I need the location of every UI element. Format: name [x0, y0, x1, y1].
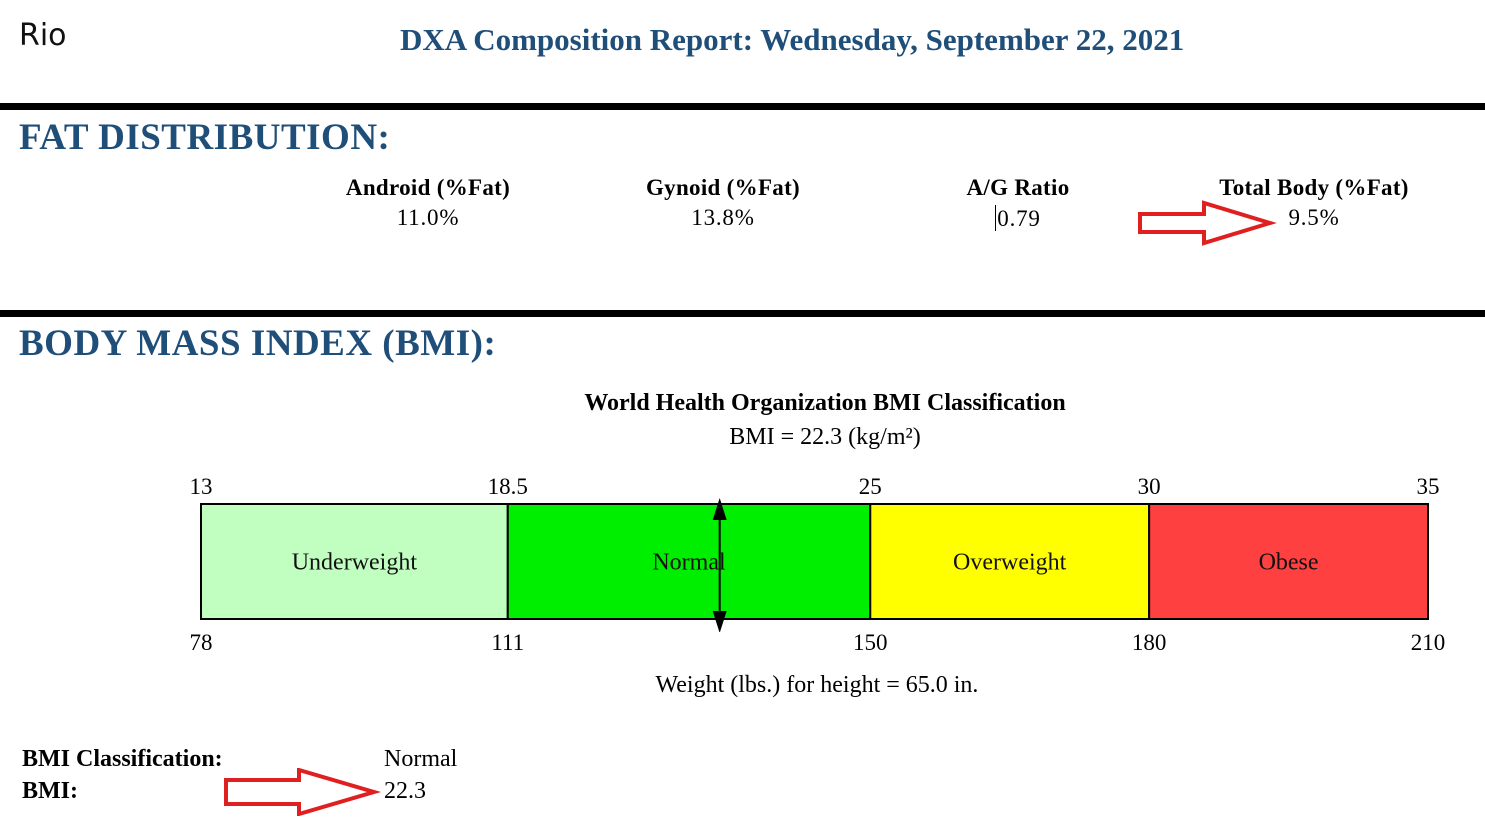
weight-tick-label: 78 — [189, 630, 213, 655]
bmi-band-label-overweight: Overweight — [953, 550, 1067, 576]
weight-tick-label: 111 — [491, 630, 525, 655]
bmi-band-overweight — [869, 503, 1151, 620]
highlight-arrow-total-body-icon — [1138, 200, 1277, 246]
metric-ag-ratio-value-wrap: 0.79 — [888, 205, 1148, 232]
bmi-marker-up-arrow-icon — [712, 498, 727, 520]
bmi-band-underweight — [200, 503, 509, 620]
patient-name: Rio — [19, 18, 67, 53]
bmi-band-label-obese: Obese — [1259, 550, 1319, 576]
bmi-classification-value: Normal — [384, 746, 458, 772]
metric-gynoid-label: Gynoid (%Fat) — [645, 175, 801, 200]
highlight-arrow-bmi-icon — [224, 768, 382, 816]
metric-android-value: 11.0% — [396, 205, 460, 230]
bmi-title: BODY MASS INDEX (BMI): — [19, 323, 497, 364]
chart-subtitle: BMI = 22.3 (kg/m²) — [729, 424, 921, 450]
metric-ag-ratio: A/G Ratio 0.79 — [888, 175, 1148, 232]
bmi-value-label: BMI: — [22, 778, 78, 804]
metric-android-label: Android (%Fat) — [345, 175, 511, 200]
text-cursor — [995, 205, 997, 231]
bmi-tick-label: 25 — [858, 474, 882, 499]
bmi-classification-chart: Underweight Normal Overweight Obese — [200, 498, 1429, 632]
metric-ag-ratio-value: 0.79 — [997, 206, 1041, 231]
bmi-marker-down-arrow-icon — [712, 611, 727, 632]
metric-total-body-label: Total Body (%Fat) — [1219, 175, 1409, 200]
bmi-band-normal — [506, 503, 872, 620]
bmi-tick-label: 18.5 — [487, 474, 528, 499]
bmi-tick-label: 35 — [1416, 474, 1440, 499]
metric-total-body-value: 9.5% — [1288, 205, 1340, 230]
metric-android: Android (%Fat) 11.0% — [298, 175, 558, 231]
section-divider-bmi — [0, 310, 1485, 317]
bmi-value: 22.3 — [384, 778, 426, 804]
weight-tick-label: 210 — [1410, 630, 1446, 655]
metric-gynoid: Gynoid (%Fat) 13.8% — [593, 175, 853, 231]
chart-xlabel: Weight (lbs.) for height = 65.0 in. — [655, 672, 979, 698]
bmi-classification-label: BMI Classification: — [22, 746, 223, 772]
bmi-band-obese — [1148, 503, 1429, 620]
bmi-band-label-normal: Normal — [652, 550, 726, 576]
chart-title: World Health Organization BMI Classifica… — [584, 390, 1066, 416]
section-divider-fat — [0, 103, 1485, 110]
metric-ag-ratio-label: A/G Ratio — [966, 175, 1070, 200]
metric-gynoid-value: 13.8% — [691, 205, 755, 230]
metric-total-body: Total Body (%Fat) 9.5% — [1184, 175, 1444, 231]
report-title: DXA Composition Report: Wednesday, Septe… — [400, 22, 1185, 57]
fat-distribution-title: FAT DISTRIBUTION: — [19, 117, 391, 158]
weight-tick-label: 150 — [853, 630, 888, 655]
bmi-tick-label: 30 — [1137, 474, 1161, 499]
weight-tick-label: 180 — [1131, 630, 1167, 655]
bmi-band-label-underweight: Underweight — [292, 550, 418, 576]
bmi-tick-label: 13 — [189, 474, 213, 499]
